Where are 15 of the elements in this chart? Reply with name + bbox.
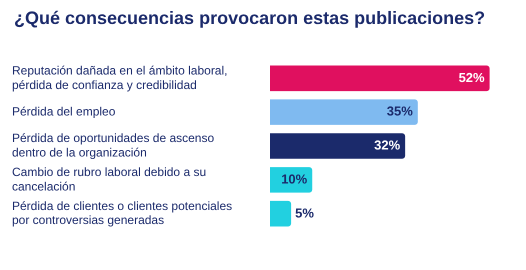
bar bbox=[270, 133, 406, 159]
data-label: 32% bbox=[374, 138, 401, 153]
bar bbox=[270, 200, 292, 226]
y-tick-label: Pérdida de oportunidades de ascenso dentro de la organización bbox=[12, 131, 214, 160]
bar bbox=[270, 99, 418, 125]
y-tick-label: Cambio de rubro laboral debido a su cancelación bbox=[12, 164, 206, 194]
y-tick-label: Pérdida del empleo bbox=[12, 104, 116, 118]
y-tick-label: Reputación dañada en el ámbito laboral, pérdida de confianza y credibilidad bbox=[12, 63, 228, 92]
chart-title: ¿Qué consecuencias provocaron estas publicaciones? bbox=[14, 8, 486, 29]
data-label: 35% bbox=[386, 104, 414, 119]
data-label: 52% bbox=[458, 70, 486, 85]
y-tick-label: Pérdida de clientes o clientes potenciales por controversias generadas bbox=[12, 198, 232, 228]
data-label: 5% bbox=[295, 205, 314, 220]
data-label: 10% bbox=[281, 171, 308, 186]
bar bbox=[270, 66, 490, 92]
